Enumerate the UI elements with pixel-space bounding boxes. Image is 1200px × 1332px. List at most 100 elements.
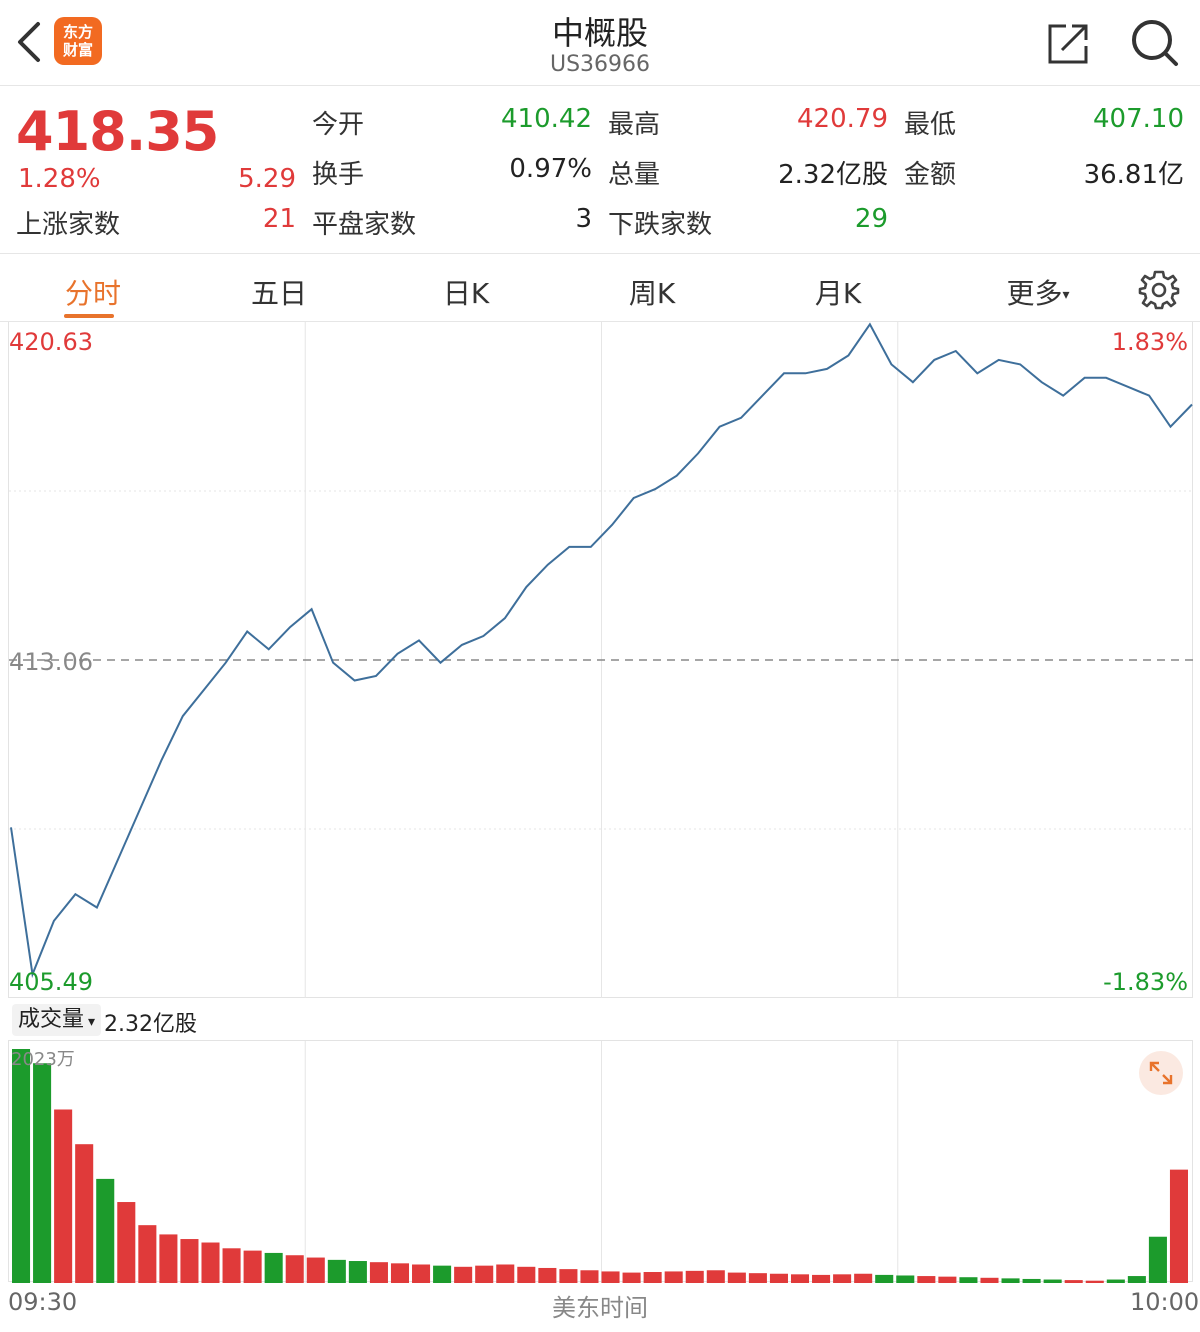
volume-header: 成交量 ▾ 2.32亿股 xyxy=(8,1002,1193,1038)
quote-panel: 418.35 1.28% 5.29 今开 410.42 最高 420.79 最低… xyxy=(0,86,1200,254)
volume-total: 2.32亿股 xyxy=(104,1012,197,1037)
stock-code: US36966 xyxy=(549,52,651,77)
low-label: 最低 xyxy=(904,110,957,140)
share-icon[interactable] xyxy=(1046,20,1092,66)
high-label: 最高 xyxy=(608,110,661,140)
volume-bar xyxy=(1148,1236,1167,1283)
tab-weekly-k[interactable]: 周K xyxy=(628,277,676,310)
volume-bar xyxy=(854,1273,873,1283)
advancers-value: 21 xyxy=(262,204,296,234)
volume-bar xyxy=(390,1263,410,1283)
volume-bar xyxy=(1043,1279,1062,1283)
app-logo: 东方 财富 xyxy=(54,17,102,65)
volume-bar xyxy=(201,1242,220,1283)
volume-chart[interactable]: 2023万 xyxy=(8,1040,1193,1283)
volume-bar xyxy=(1127,1276,1146,1283)
volume-bar xyxy=(517,1266,536,1283)
volume-bar xyxy=(580,1270,599,1283)
change-percent: 1.28% xyxy=(18,164,101,194)
turnover-value: 0.97% xyxy=(509,154,592,184)
volume-grid xyxy=(304,1041,899,1283)
volume-value: 2.32亿股 xyxy=(778,160,888,190)
time-axis-end: 10:00 xyxy=(1130,1288,1200,1316)
volume-bar xyxy=(538,1267,557,1283)
volume-bar xyxy=(1001,1278,1020,1283)
volume-bar xyxy=(12,1049,31,1283)
volume-bar xyxy=(1085,1280,1104,1283)
tab-monthly-k[interactable]: 月K xyxy=(814,277,862,310)
volume-bar xyxy=(1106,1279,1125,1283)
volume-bar xyxy=(369,1262,388,1283)
unchanged-label: 平盘家数 xyxy=(312,210,417,240)
last-price: 418.35 xyxy=(16,100,219,163)
volume-bar xyxy=(327,1259,346,1283)
tab-daily-k[interactable]: 日K xyxy=(442,277,490,310)
volume-bar xyxy=(264,1252,283,1283)
volume-bar xyxy=(559,1269,578,1283)
search-icon[interactable] xyxy=(1128,18,1180,70)
intraday-chart[interactable]: 420.63 413.06 405.49 1.83% -1.83% xyxy=(8,322,1194,998)
top-bar: 东方 财富 中概股 US36966 xyxy=(0,0,1200,86)
volume-bar xyxy=(643,1272,662,1283)
volume-bar xyxy=(222,1248,241,1283)
volume-bar xyxy=(727,1272,746,1283)
unchanged-value: 3 xyxy=(575,204,592,234)
decliners-value: 29 xyxy=(854,204,888,234)
volume-bar xyxy=(833,1274,852,1283)
pct-axis-min-label: -1.83% xyxy=(1103,968,1188,996)
volume-label: 总量 xyxy=(608,160,661,190)
volume-bar xyxy=(180,1239,199,1283)
volume-bars xyxy=(12,1049,1188,1283)
volume-bar xyxy=(117,1202,136,1283)
volume-bar xyxy=(496,1264,515,1283)
page-title: 中概股 xyxy=(551,14,648,52)
volume-bar xyxy=(706,1270,725,1283)
volume-bars-plot xyxy=(12,1041,1188,1283)
pct-axis-max-label: 1.83% xyxy=(1111,328,1188,356)
tab-more[interactable]: 更多▾ xyxy=(978,272,1098,312)
active-tab-indicator xyxy=(64,314,114,318)
volume-bar xyxy=(96,1178,115,1283)
advancers-label: 上涨家数 xyxy=(16,210,121,240)
volume-bar xyxy=(243,1250,262,1283)
volume-bar xyxy=(285,1255,304,1283)
volume-bar xyxy=(433,1265,452,1283)
expand-icon[interactable] xyxy=(1139,1051,1183,1095)
volume-bar xyxy=(875,1274,894,1283)
volume-bar xyxy=(1169,1169,1188,1283)
tab-intraday[interactable]: 分时 xyxy=(64,277,121,310)
price-series-line xyxy=(10,322,1193,979)
volume-bar xyxy=(159,1234,178,1283)
time-axis-start: 09:30 xyxy=(8,1288,78,1316)
turnover-label: 换手 xyxy=(312,160,365,190)
volume-bar xyxy=(348,1261,367,1283)
volume-bar xyxy=(54,1109,73,1283)
volume-bar xyxy=(812,1274,831,1283)
open-label: 今开 xyxy=(312,110,365,140)
amount-label: 金额 xyxy=(904,160,957,190)
caret-down-icon: ▾ xyxy=(1062,287,1070,303)
volume-bar xyxy=(790,1274,810,1283)
volume-max-label: 2023万 xyxy=(11,1049,75,1070)
volume-bar xyxy=(769,1273,788,1283)
indicator-select-label: 成交量 xyxy=(18,1007,85,1032)
volume-bar xyxy=(75,1144,94,1283)
low-value: 407.10 xyxy=(1093,104,1184,134)
indicator-select[interactable]: 成交量 ▾ xyxy=(12,1004,102,1036)
volume-bar xyxy=(138,1225,157,1283)
gear-icon[interactable] xyxy=(1138,268,1180,310)
tab-five-day[interactable]: 五日 xyxy=(250,277,307,310)
caret-down-icon: ▾ xyxy=(88,1014,96,1030)
volume-bar xyxy=(33,1063,52,1283)
volume-bar xyxy=(306,1257,325,1283)
volume-bar xyxy=(412,1264,431,1283)
time-axis-zone: 美东时间 xyxy=(552,1294,648,1322)
tab-more-label: 更多 xyxy=(1006,277,1063,310)
intraday-price-plot xyxy=(9,322,1194,998)
chevron-left-icon[interactable] xyxy=(10,18,50,66)
volume-bar xyxy=(622,1272,641,1283)
decliners-label: 下跌家数 xyxy=(608,210,713,240)
volume-bar xyxy=(748,1273,767,1283)
amount-value: 36.81亿 xyxy=(1083,160,1184,190)
y-axis-min-label: 405.49 xyxy=(9,968,93,996)
